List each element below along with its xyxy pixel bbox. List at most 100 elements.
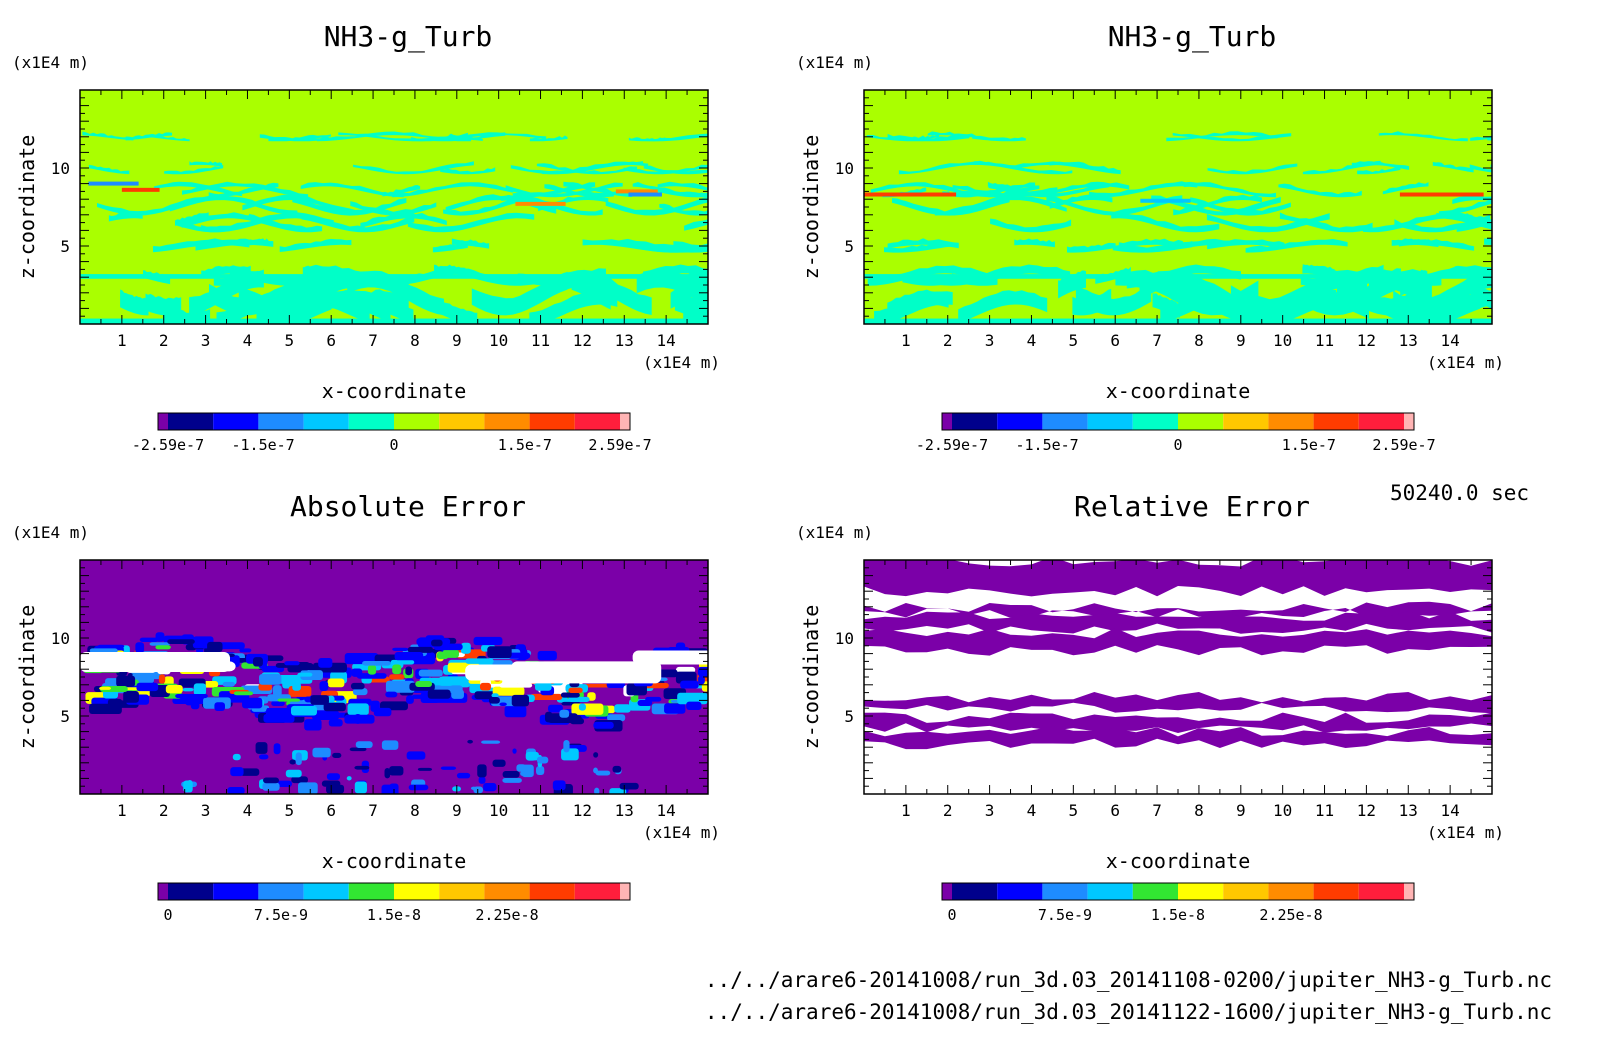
heatmap-level-cell — [233, 691, 254, 696]
heatmap-level-band — [864, 274, 1492, 279]
heatmap-level-cell — [89, 648, 118, 653]
heatmap-level-band — [382, 185, 421, 197]
chart-title: Absolute Error — [290, 490, 526, 523]
heatmap-level-cell — [492, 759, 506, 767]
colorbar-swatch — [574, 413, 620, 430]
heatmap-level-band — [1490, 164, 1492, 168]
heatmap-level-cell — [91, 697, 113, 706]
heatmap-level-cell — [319, 681, 329, 692]
x-unit-label: (x1E4 m) — [1427, 823, 1504, 842]
heatmap-level-cell — [214, 702, 225, 711]
x-tick-label: 8 — [1194, 801, 1204, 820]
heatmap-level-band — [1067, 242, 1116, 253]
heatmap-level-cell — [530, 693, 563, 700]
colorbar-tick-label: 2.25e-8 — [1259, 906, 1322, 924]
heatmap-level-band — [866, 134, 961, 142]
heatmap-level-cell — [593, 721, 614, 729]
x-tick-label: 11 — [531, 331, 550, 350]
x-tick-label: 6 — [1110, 331, 1120, 350]
heatmap-level-cell — [107, 698, 123, 709]
heatmap-level-cell — [136, 682, 159, 692]
heatmap-level-band — [432, 243, 468, 253]
heatmap-level-band — [864, 610, 1492, 634]
heatmap-level-streak — [1140, 198, 1191, 203]
heatmap-level-band — [990, 218, 1072, 233]
x-axis-label: x-coordinate — [322, 849, 467, 873]
heatmap-level-band — [392, 182, 514, 198]
colorbar-swatch — [620, 883, 630, 900]
heatmap-level-cell — [354, 713, 362, 724]
heatmap-level-band — [1398, 239, 1475, 251]
heatmap-level-cell — [99, 686, 112, 690]
file-path-1: ../../arare6-20141008/run_3d.03_20141108… — [704, 968, 1552, 992]
heatmap-level-band — [643, 165, 708, 175]
heatmap-level-band — [429, 132, 506, 142]
heatmap-level-cell — [289, 759, 296, 765]
heatmap-level-cell — [508, 652, 531, 659]
x-tick-label: 11 — [1315, 331, 1334, 350]
heatmap-level-band — [864, 601, 1492, 618]
heatmap-level-cell — [392, 647, 409, 651]
heatmap-level-cell — [563, 740, 570, 753]
heatmap-level-cell — [583, 683, 610, 688]
heatmap-level-cell — [626, 683, 647, 696]
colorbar-swatch — [258, 413, 304, 430]
heatmap-level-cell — [227, 787, 245, 794]
heatmap-level-band — [535, 268, 606, 286]
colorbar-swatch — [1223, 413, 1269, 430]
heatmap-level-band — [1378, 131, 1468, 142]
heatmap-level-band — [659, 203, 708, 216]
heatmap-level-cell — [701, 681, 708, 692]
heatmap-level-cell — [502, 777, 522, 783]
heatmap-field — [864, 90, 1492, 324]
heatmap-level-cell — [298, 782, 318, 794]
colorbar-swatch — [158, 413, 168, 430]
heatmap-level-cell — [276, 780, 293, 788]
heatmap-level-band — [1014, 238, 1055, 248]
heatmap-level-band — [80, 274, 708, 279]
heatmap-level-band — [1490, 227, 1492, 233]
colorbar-swatch — [1268, 413, 1314, 430]
heatmap-level-cell — [502, 770, 520, 778]
colorbar-swatch — [168, 413, 214, 430]
heatmap-level-band — [229, 267, 331, 286]
heatmap-field — [80, 560, 708, 794]
heatmap-level-streak — [864, 192, 957, 197]
heatmap-level-cell — [511, 694, 530, 707]
x-tick-label: 5 — [285, 331, 295, 350]
heatmap-level-cell — [427, 689, 451, 699]
colorbar-tick-label: 2.25e-8 — [475, 906, 538, 924]
heatmap-level-band — [1190, 291, 1317, 324]
heatmap-level-cell — [304, 719, 322, 731]
heatmap-level-cell — [389, 766, 404, 776]
y-tick-label: 5 — [844, 707, 854, 726]
heatmap-level-cell — [487, 646, 512, 658]
heatmap-level-band — [1432, 161, 1474, 173]
y-axis-label: z-coordinate — [15, 605, 39, 750]
heatmap-level-cell — [417, 767, 433, 771]
x-tick-label: 5 — [1069, 801, 1079, 820]
colorbar-swatch — [574, 883, 620, 900]
colorbar-tick-label: -1.5e-7 — [232, 436, 295, 454]
heatmap-level-cell — [547, 713, 578, 724]
heatmap-level-cell — [232, 753, 241, 761]
heatmap-level-cell — [389, 674, 405, 680]
heatmap-level-cell — [135, 642, 145, 654]
x-tick-label: 13 — [1399, 801, 1418, 820]
x-tick-label: 7 — [368, 331, 378, 350]
heatmap-level-cell — [155, 645, 171, 650]
heatmap-level-saturated — [511, 661, 662, 684]
heatmap-level-cell — [406, 695, 414, 704]
colorbar-frame — [157, 412, 631, 431]
colorbar-tick-label: -2.59e-7 — [916, 436, 988, 454]
x-tick-label: 10 — [489, 331, 508, 350]
heatmap-level-band — [536, 163, 638, 175]
heatmap-level-cell — [252, 657, 263, 667]
heatmap-level-cell — [222, 681, 235, 687]
heatmap-level-cell — [698, 675, 705, 685]
heatmap-level-cell — [431, 639, 443, 647]
x-tick-label: 12 — [573, 331, 592, 350]
colorbar-swatch — [158, 883, 168, 900]
heatmap-level-band — [242, 238, 269, 246]
heatmap-level-cell — [612, 765, 622, 773]
